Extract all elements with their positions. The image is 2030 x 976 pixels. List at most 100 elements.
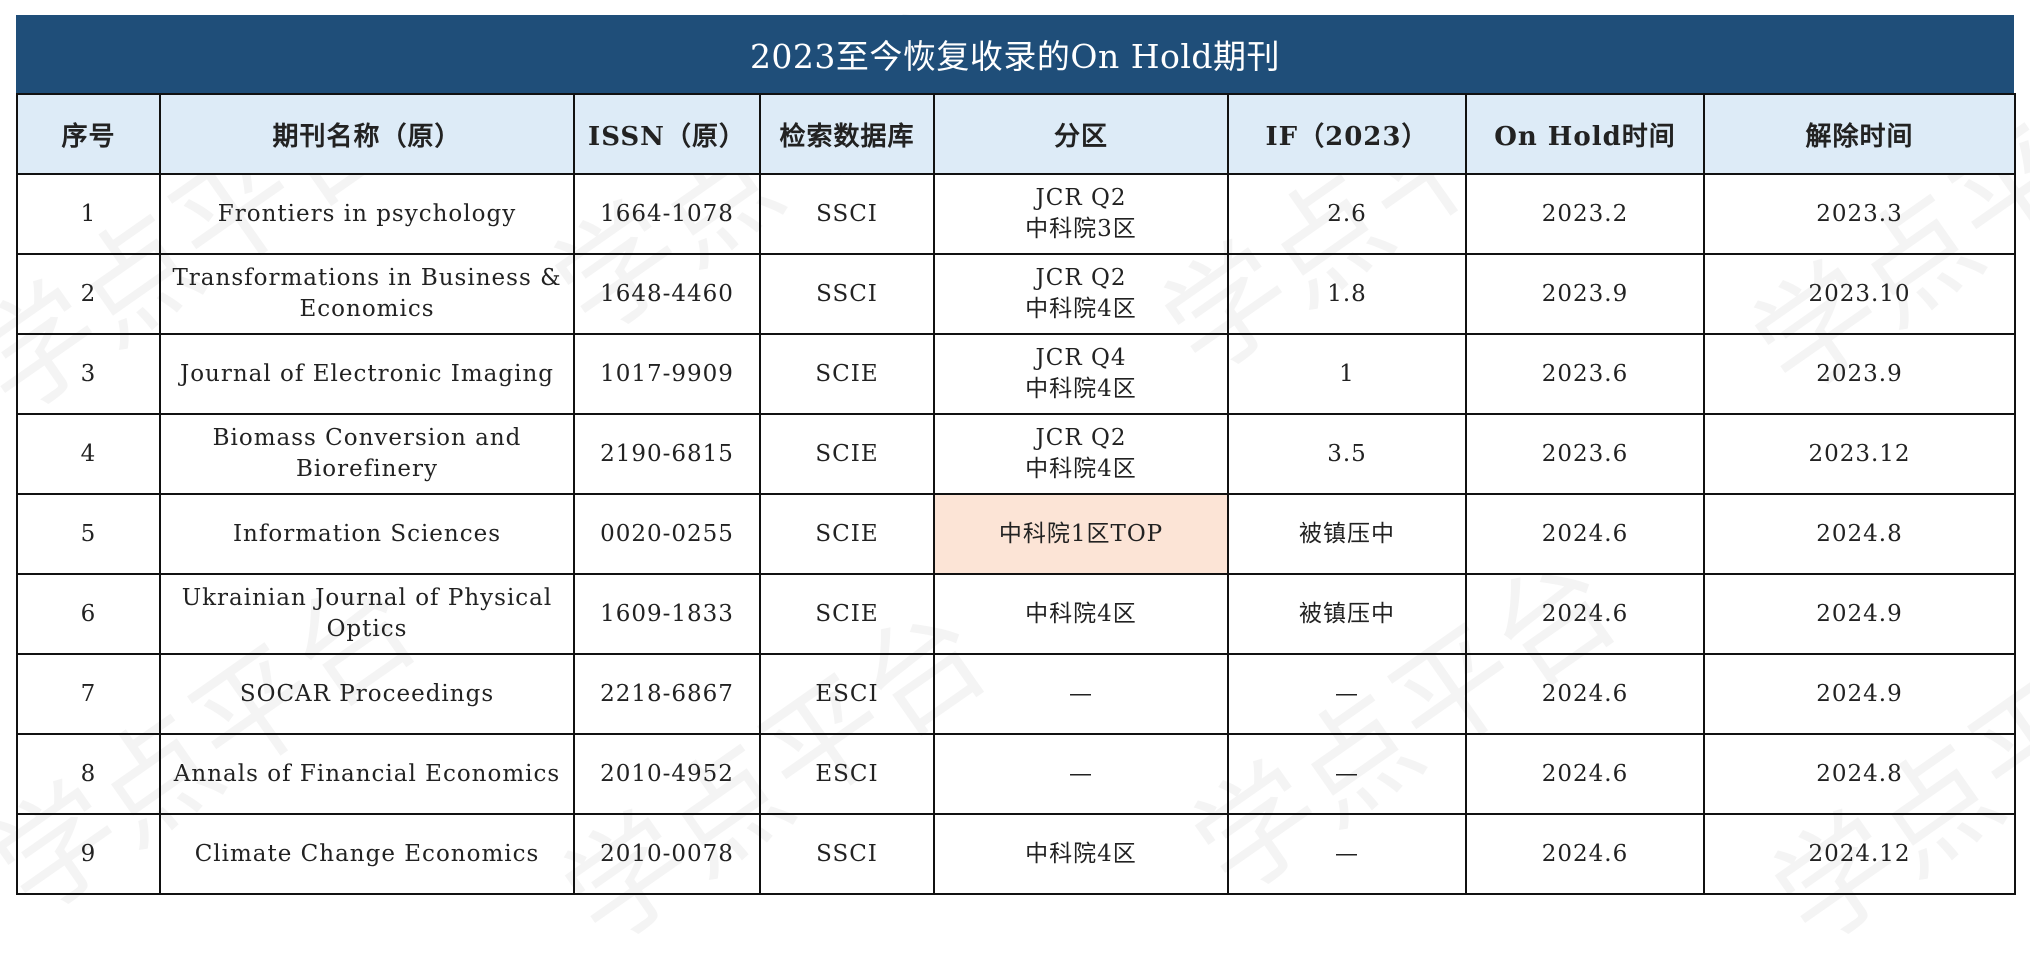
zone-line-1: JCR Q2 <box>1035 425 1127 451</box>
row-if: — <box>1227 813 1467 895</box>
header-on-hold-time: On Hold时间 <box>1465 93 1705 175</box>
row-lift-time: 2024.8 <box>1703 733 2016 815</box>
row-no: 1 <box>16 173 161 255</box>
row-lift-time: 2024.9 <box>1703 573 2016 655</box>
row-journal-name: Biomass Conversion and Biorefinery <box>159 413 575 495</box>
row-on-hold-time: 2024.6 <box>1465 813 1705 895</box>
row-if: 2.6 <box>1227 173 1467 255</box>
table-row: 3 Journal of Electronic Imaging 1017-9909 S… <box>16 333 2016 415</box>
header-database: 检索数据库 <box>759 93 935 175</box>
header-row: 序号 期刊名称（原） ISSN（原） 检索数据库 分区 IF（2023） On … <box>16 93 2016 175</box>
row-database: SSCI <box>759 173 935 255</box>
row-issn: 1017-9909 <box>573 333 761 415</box>
header-if: IF（2023） <box>1227 93 1467 175</box>
row-if: — <box>1227 733 1467 815</box>
header-journal-name: 期刊名称（原） <box>159 93 575 175</box>
row-on-hold-time: 2024.6 <box>1465 493 1705 575</box>
row-zone: — <box>933 653 1229 735</box>
row-on-hold-time: 2024.6 <box>1465 733 1705 815</box>
table-row: 4 Biomass Conversion and Biorefinery 2190-… <box>16 413 2016 495</box>
zone-line-1: 中科院4区 <box>1025 840 1137 867</box>
row-issn: 1664-1078 <box>573 173 761 255</box>
row-no: 9 <box>16 813 161 895</box>
row-database: SCIE <box>759 573 935 655</box>
table-row: 1 Frontiers in psychology 1664-1078 SSCI JCR… <box>16 173 2016 255</box>
row-lift-time: 2023.9 <box>1703 333 2016 415</box>
row-zone: JCR Q4 中科院4区 <box>933 333 1229 415</box>
row-database: SSCI <box>759 813 935 895</box>
zone-line-2: 中科院3区 <box>1025 216 1137 242</box>
zone-line-1: 中科院4区 <box>1025 600 1137 627</box>
row-journal-name: Journal of Electronic Imaging <box>159 333 575 415</box>
row-on-hold-time: 2024.6 <box>1465 653 1705 735</box>
row-if: 1 <box>1227 333 1467 415</box>
row-no: 2 <box>16 253 161 335</box>
row-issn: 1609-1833 <box>573 573 761 655</box>
row-lift-time: 2023.12 <box>1703 413 2016 495</box>
row-issn: 2190-6815 <box>573 413 761 495</box>
table-row: 8 Annals of Financial Economics 2010-4952 E… <box>16 733 2016 815</box>
table-body: 1 Frontiers in psychology 1664-1078 SSCI JCR… <box>16 173 2016 895</box>
zone-line-2: 中科院4区 <box>1025 376 1137 402</box>
zone-line-1: JCR Q4 <box>1035 345 1127 371</box>
row-no: 4 <box>16 413 161 495</box>
zone-line-2: 中科院4区 <box>1025 296 1137 322</box>
row-on-hold-time: 2023.6 <box>1465 413 1705 495</box>
table-title: 2023至今恢复收录的On Hold期刊 <box>16 15 2014 93</box>
row-zone: 中科院4区 <box>933 813 1229 895</box>
row-no: 7 <box>16 653 161 735</box>
header-issn: ISSN（原） <box>573 93 761 175</box>
row-issn: 1648-4460 <box>573 253 761 335</box>
zone-line-1: JCR Q2 <box>1035 185 1127 211</box>
row-lift-time: 2024.9 <box>1703 653 2016 735</box>
row-database: SCIE <box>759 413 935 495</box>
row-database: SCIE <box>759 493 935 575</box>
row-zone: — <box>933 733 1229 815</box>
zone-line-1: 中科院1区TOP <box>998 520 1164 547</box>
row-journal-name: Transformations in Business & Economics <box>159 253 575 335</box>
row-journal-name: Frontiers in psychology <box>159 173 575 255</box>
row-on-hold-time: 2023.6 <box>1465 333 1705 415</box>
row-journal-name: Ukrainian Journal of Physical Optics <box>159 573 575 655</box>
zone-line-2: 中科院4区 <box>1025 456 1137 482</box>
row-zone: JCR Q2 中科院3区 <box>933 173 1229 255</box>
row-journal-name: Annals of Financial Economics <box>159 733 575 815</box>
row-no: 6 <box>16 573 161 655</box>
row-database: ESCI <box>759 733 935 815</box>
header-zone: 分区 <box>933 93 1229 175</box>
zone-line-1: — <box>1069 680 1093 707</box>
row-if: 被镇压中 <box>1227 493 1467 575</box>
row-on-hold-time: 2023.9 <box>1465 253 1705 335</box>
row-issn: 2010-0078 <box>573 813 761 895</box>
row-if: — <box>1227 653 1467 735</box>
row-no: 5 <box>16 493 161 575</box>
row-on-hold-time: 2024.6 <box>1465 573 1705 655</box>
row-database: SSCI <box>759 253 935 335</box>
row-if: 3.5 <box>1227 413 1467 495</box>
row-if: 1.8 <box>1227 253 1467 335</box>
row-issn: 2218-6867 <box>573 653 761 735</box>
row-journal-name: Climate Change Economics <box>159 813 575 895</box>
table-row: 9 Climate Change Economics 2010-0078 SSCI 中科… <box>16 813 2016 895</box>
journal-table: 序号 期刊名称（原） ISSN（原） 检索数据库 分区 IF（2023） On … <box>16 93 2016 895</box>
journal-table-container: 2023至今恢复收录的On Hold期刊 序号 期刊名称（原） ISSN（原） … <box>16 15 2016 895</box>
row-issn: 2010-4952 <box>573 733 761 815</box>
table-row: 5 Information Sciences 0020-0255 SCIE 中科院1区T… <box>16 493 2016 575</box>
row-zone: 中科院4区 <box>933 573 1229 655</box>
row-zone: 中科院1区TOP <box>933 493 1229 575</box>
header-no: 序号 <box>16 93 161 175</box>
row-database: SCIE <box>759 333 935 415</box>
row-zone: JCR Q2 中科院4区 <box>933 253 1229 335</box>
row-on-hold-time: 2023.2 <box>1465 173 1705 255</box>
table-row: 6 Ukrainian Journal of Physical Optics 160… <box>16 573 2016 655</box>
row-journal-name: Information Sciences <box>159 493 575 575</box>
zone-line-1: — <box>1069 760 1093 787</box>
row-zone: JCR Q2 中科院4区 <box>933 413 1229 495</box>
row-journal-name: SOCAR Proceedings <box>159 653 575 735</box>
header-lift-time: 解除时间 <box>1703 93 2016 175</box>
row-lift-time: 2023.3 <box>1703 173 2016 255</box>
row-no: 3 <box>16 333 161 415</box>
row-lift-time: 2023.10 <box>1703 253 2016 335</box>
table-row: 7 SOCAR Proceedings 2218-6867 ESCI — —2024.6 2… <box>16 653 2016 735</box>
row-if: 被镇压中 <box>1227 573 1467 655</box>
